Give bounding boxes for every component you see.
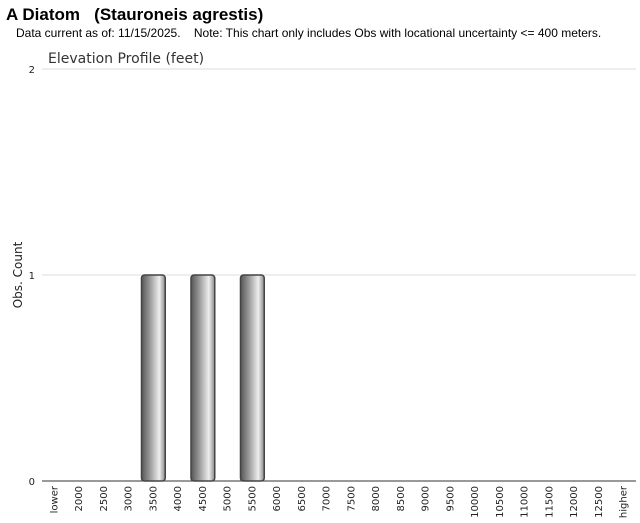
x-tick-label: 10500 — [495, 486, 506, 518]
x-tick-label: 11500 — [544, 486, 555, 518]
x-tick-label: 7500 — [346, 486, 357, 511]
chart-title: Elevation Profile (feet) — [48, 51, 204, 67]
bar — [239, 274, 266, 482]
bar — [140, 274, 167, 482]
y-tick-label: 0 — [29, 477, 35, 488]
x-tick-label: 12500 — [594, 486, 605, 518]
page-note: Data current as of: 11/15/2025. Note: Th… — [16, 26, 602, 40]
x-tick-label: 11000 — [520, 486, 531, 518]
page-title: A Diatom (Stauroneis agrestis) — [6, 5, 264, 24]
x-tick-label: 5000 — [223, 486, 234, 511]
x-tick-label: 3000 — [124, 486, 135, 511]
x-tick-label: 8500 — [396, 486, 407, 511]
x-tick-label: 8000 — [371, 486, 382, 511]
x-tick-label: 12000 — [569, 486, 580, 518]
x-tick-label: 9000 — [421, 486, 432, 511]
y-tick-label: 2 — [29, 65, 35, 76]
x-tick-label: 7000 — [322, 486, 333, 511]
x-tick-label: 10000 — [470, 486, 481, 518]
bar — [190, 274, 216, 482]
x-tick-label: 4000 — [173, 486, 184, 511]
x-tick-label: 9500 — [445, 486, 456, 511]
x-tick-label: lower — [49, 485, 60, 513]
y-tick-label: 1 — [29, 271, 35, 282]
x-tick-label: 3500 — [148, 486, 159, 511]
x-tick-label: higher — [619, 485, 630, 518]
x-tick-label: 6500 — [297, 486, 308, 511]
x-tick-label: 5500 — [247, 486, 258, 511]
x-tick-label: 2500 — [99, 486, 110, 511]
y-axis-label: Obs. Count — [11, 241, 25, 308]
x-tick-label: 2000 — [74, 486, 85, 511]
x-tick-label: 4500 — [198, 486, 209, 511]
x-tick-label: 6000 — [272, 486, 283, 511]
